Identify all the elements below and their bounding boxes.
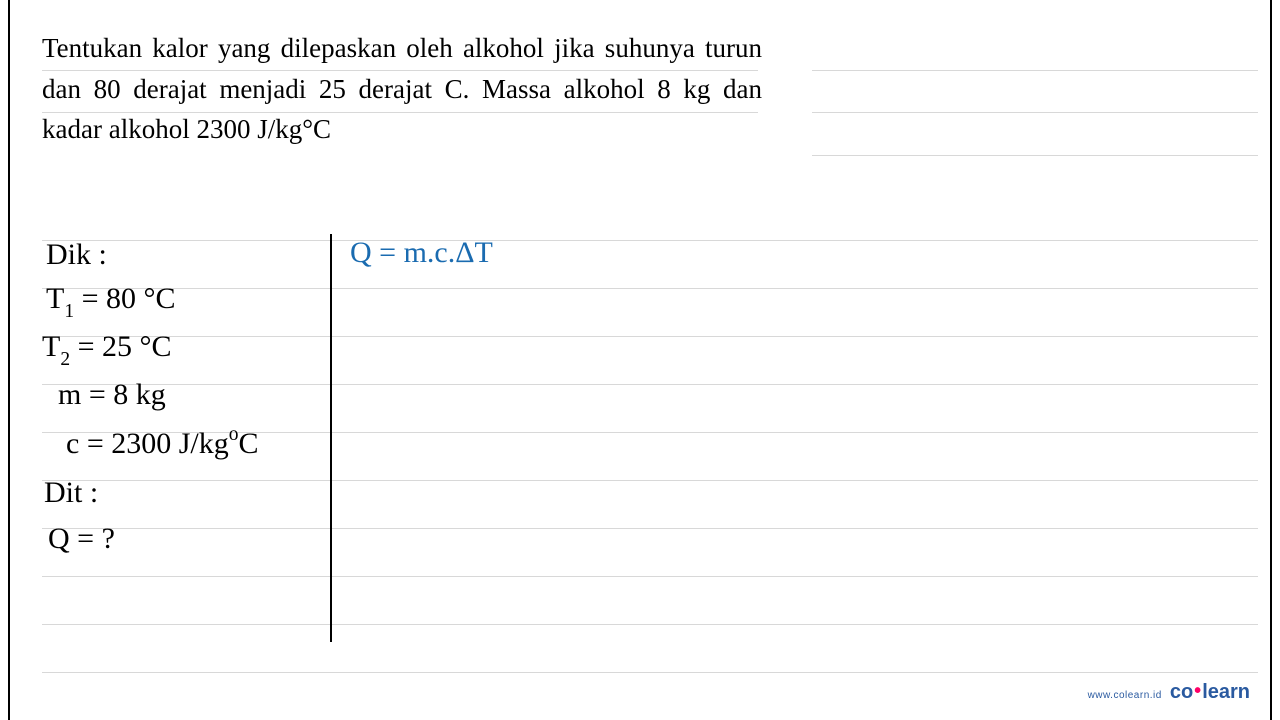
formula: Q = m.c.ΔT [350,236,493,270]
given-t1: T1 = 80 °C [46,282,176,321]
given-t2: T2 = 25 °C [42,330,172,369]
branding-url: www.colearn.id [1088,690,1162,701]
given-c: c = 2300 J/kgoC [66,426,259,461]
page-border-left [8,0,10,720]
given-heading: Dik : [46,238,107,272]
column-divider [330,234,332,642]
given-m: m = 8 kg [58,378,166,412]
branding-logo: co•learn [1170,681,1250,704]
asked-heading: Dit : [44,476,98,510]
question-text: Tentukan kalor yang dilepaskan oleh alko… [42,28,762,150]
asked-q: Q = ? [48,522,115,556]
page-border-right [1270,0,1272,720]
branding: www.colearn.id co•learn [1088,681,1250,704]
